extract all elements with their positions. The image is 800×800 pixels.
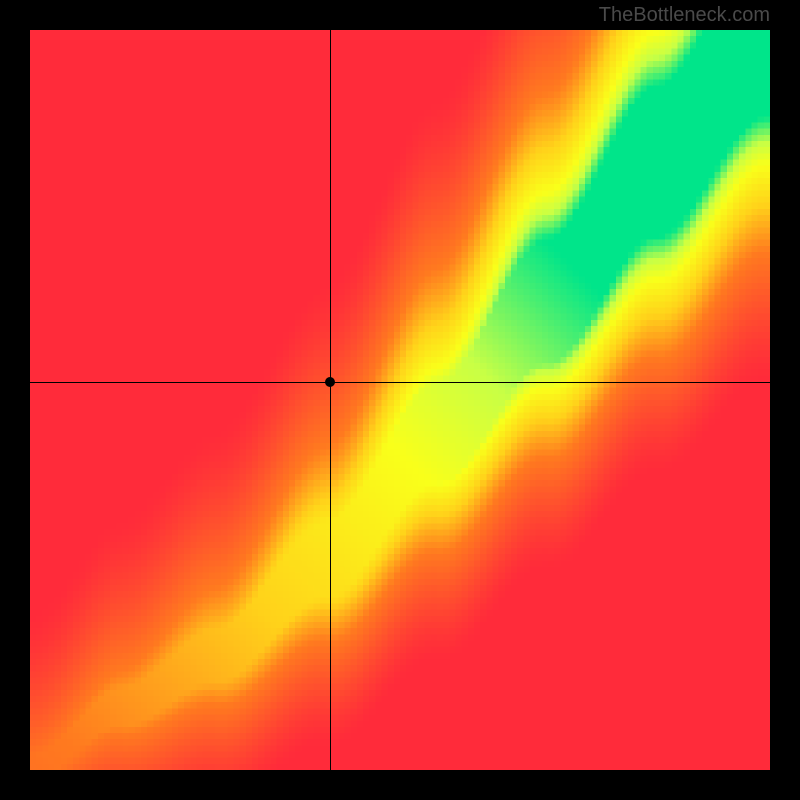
crosshair-horizontal [30, 382, 770, 383]
plot-area [30, 30, 770, 770]
heatmap-canvas [30, 30, 770, 770]
watermark-text: TheBottleneck.com [599, 4, 770, 27]
crosshair-vertical [330, 30, 331, 770]
crosshair-marker[interactable] [325, 377, 335, 387]
chart-container: TheBottleneck.com [0, 0, 800, 800]
